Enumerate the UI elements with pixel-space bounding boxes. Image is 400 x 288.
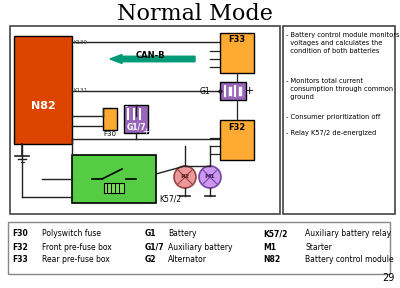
Text: Battery: Battery [168,230,196,238]
Bar [72,155,156,203]
Text: -: - [124,103,128,111]
Text: - Monitors total current
  consumption through common
  ground: - Monitors total current consumption thr… [286,78,393,100]
Text: G1/7: G1/7 [126,122,146,132]
Text: Normal Mode: Normal Mode [117,3,273,25]
Text: F30: F30 [104,131,116,137]
Text: -: - [215,86,219,96]
Bar [220,33,254,73]
Bar [8,222,390,274]
Text: F33: F33 [12,255,28,264]
Text: - Relay K57/2 de-energized: - Relay K57/2 de-energized [286,130,376,136]
Bar [220,120,254,160]
Text: F32: F32 [228,122,246,132]
Text: K130: K130 [73,39,87,45]
Text: M1: M1 [263,242,276,251]
Text: M1: M1 [205,175,215,179]
Text: Alternator: Alternator [168,255,207,264]
Bar [283,26,395,214]
Bar [14,36,72,144]
Text: Auxiliary battery: Auxiliary battery [168,242,232,251]
Text: - Consumer prioritization off: - Consumer prioritization off [286,114,380,120]
Text: Auxiliary battery relay: Auxiliary battery relay [305,230,391,238]
Text: G1/7: G1/7 [145,242,165,251]
Text: R2: R2 [180,175,190,179]
Bar [103,108,117,130]
FancyArrow shape [110,54,195,63]
Text: F30: F30 [12,230,28,238]
Text: F33: F33 [228,35,246,45]
Text: 29: 29 [383,273,395,283]
Bar [124,105,148,133]
Text: K131: K131 [73,88,87,94]
Circle shape [199,166,221,188]
Text: Starter: Starter [305,242,332,251]
Text: K57/2: K57/2 [159,194,181,204]
Text: Polyswitch fuse: Polyswitch fuse [42,230,101,238]
Bar [10,26,280,214]
Text: +: + [142,126,150,135]
Text: N82: N82 [263,255,280,264]
Bar [220,82,246,100]
Text: N82: N82 [31,101,55,111]
Text: CAN-B: CAN-B [135,52,165,60]
Bar [104,183,124,193]
Text: G1: G1 [145,230,156,238]
Text: G2: G2 [145,255,156,264]
Text: G1: G1 [200,86,211,96]
Text: Rear pre-fuse box: Rear pre-fuse box [42,255,110,264]
Text: +: + [244,86,254,96]
Text: K57/2: K57/2 [263,230,287,238]
Text: - Battery control module monitors
  voltages and calculates the
  condition of b: - Battery control module monitors voltag… [286,32,400,54]
Text: F32: F32 [12,242,28,251]
Circle shape [174,166,196,188]
Text: Battery control module: Battery control module [305,255,394,264]
Text: Front pre-fuse box: Front pre-fuse box [42,242,112,251]
